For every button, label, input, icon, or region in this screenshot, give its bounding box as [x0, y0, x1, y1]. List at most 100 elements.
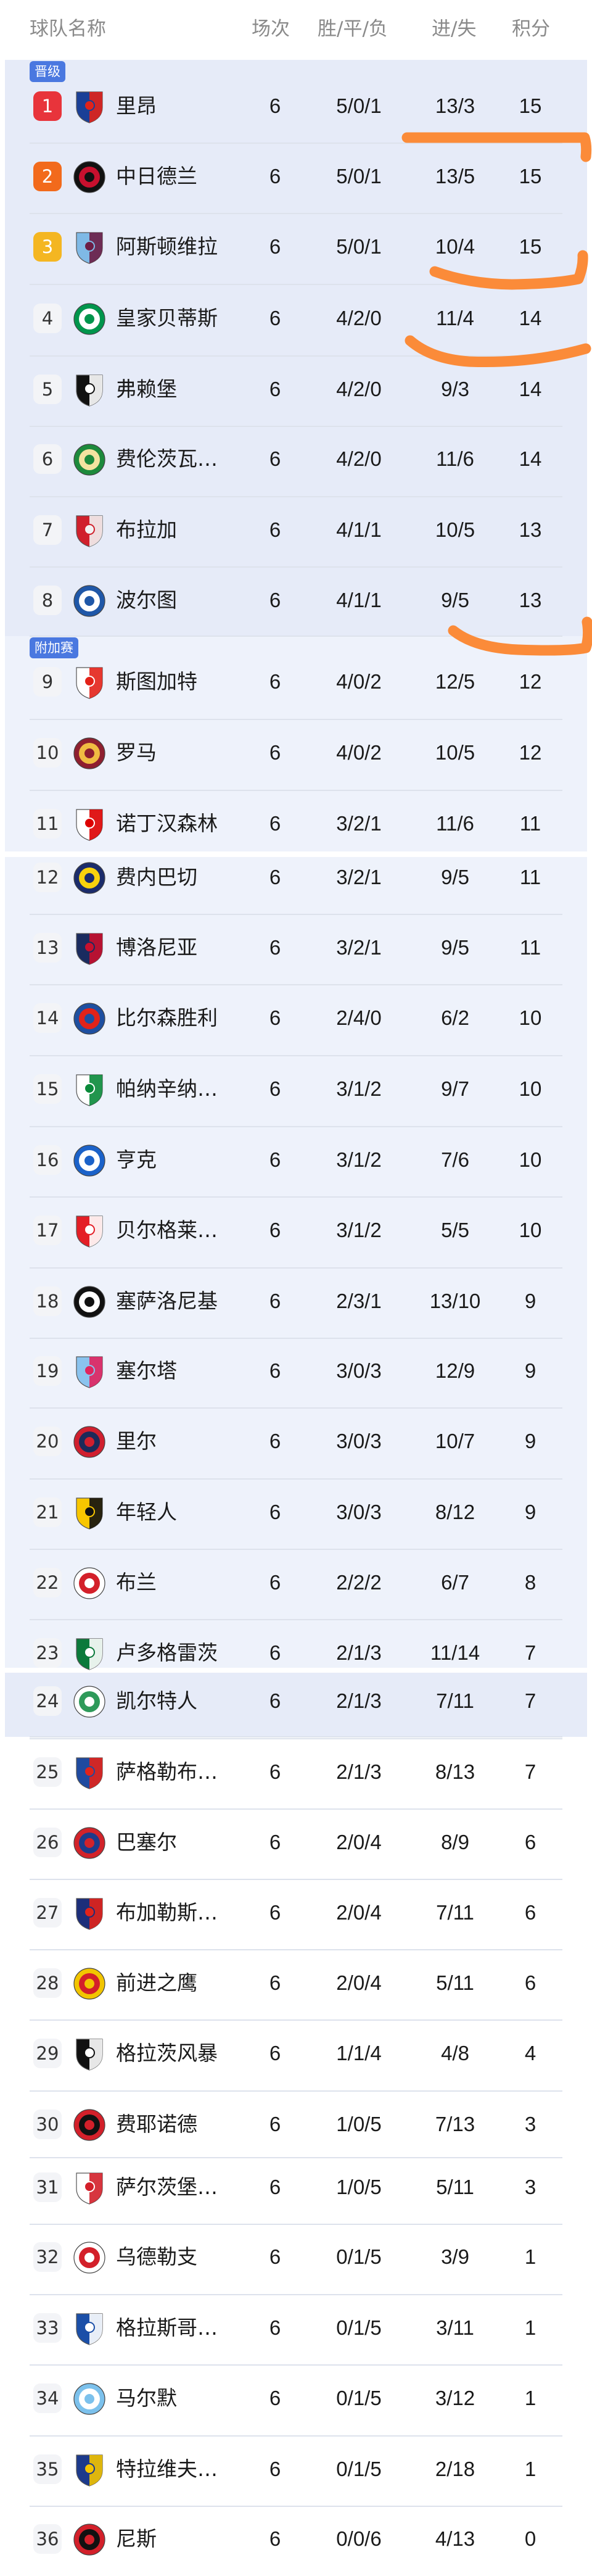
- table-row[interactable]: 3 阿斯顿维拉 6 5/0/1 10/4 15: [0, 216, 592, 278]
- team-name[interactable]: 巴塞尔: [116, 1830, 177, 1854]
- played: 6: [269, 1571, 281, 1594]
- row-divider: [30, 914, 562, 915]
- team-name[interactable]: 里尔: [116, 1429, 157, 1453]
- team-name[interactable]: 皇家贝蒂斯: [116, 306, 218, 330]
- table-row[interactable]: 17 贝尔格莱… 6 3/1/2 5/5 10: [0, 1199, 592, 1261]
- team-name[interactable]: 格拉茨风暴: [116, 2041, 218, 2065]
- header-wdl: 胜/平/负: [318, 18, 388, 40]
- team-logo-icon: [76, 809, 103, 841]
- table-row[interactable]: 18 塞萨洛尼基 6 2/3/1 13/10 9: [0, 1270, 592, 1332]
- row-divider: [30, 2435, 562, 2437]
- table-row[interactable]: 30 费耶诺德 6 1/0/5 7/13 3: [0, 2094, 592, 2155]
- table-row[interactable]: 32 乌德勒支 6 0/1/5 3/9 1: [0, 2226, 592, 2288]
- team-name[interactable]: 里昂: [116, 94, 157, 118]
- team-name[interactable]: 亨克: [116, 1148, 157, 1172]
- row-divider: [30, 1619, 562, 1620]
- table-row[interactable]: 13 博洛尼亚 6 3/2/1 9/5 11: [0, 917, 592, 979]
- team-name[interactable]: 布拉加: [116, 518, 177, 542]
- goals-for-against: 12/5: [435, 670, 475, 693]
- points: 15: [519, 235, 542, 258]
- goals-for-against: 7/11: [436, 1689, 474, 1712]
- rank-badge: 7: [33, 515, 62, 545]
- team-name[interactable]: 阿斯顿维拉: [116, 234, 218, 259]
- team-name[interactable]: 罗马: [116, 740, 157, 764]
- played: 6: [269, 866, 281, 888]
- table-row[interactable]: 25 萨格勒布… 6 2/1/3 8/13 7: [0, 1741, 592, 1803]
- team-name[interactable]: 斯图加特: [116, 669, 197, 694]
- table-row[interactable]: 31 萨尔茨堡… 6 1/0/5 5/11 3: [0, 2156, 592, 2218]
- team-name[interactable]: 尼斯: [116, 2527, 157, 2551]
- team-name[interactable]: 年轻人: [116, 1500, 177, 1524]
- table-row[interactable]: 1 里昂 6 5/0/1 13/3 15: [0, 75, 592, 137]
- team-name[interactable]: 比尔森胜利: [116, 1006, 218, 1030]
- table-row[interactable]: 10 罗马 6 4/0/2 10/5 12: [0, 722, 592, 784]
- table-row[interactable]: 16 亨克 6 3/1/2 7/6 10: [0, 1129, 592, 1191]
- table-row[interactable]: 33 格拉斯哥… 6 0/1/5 3/11 1: [0, 2297, 592, 2359]
- team-name[interactable]: 塞尔塔: [116, 1359, 177, 1383]
- played: 6: [269, 2176, 281, 2198]
- goals-for-against: 5/5: [441, 1219, 469, 1241]
- table-row[interactable]: 28 前进之鹰 6 2/0/4 5/11 6: [0, 1952, 592, 2014]
- goals-for-against: 11/6: [436, 447, 474, 470]
- table-row[interactable]: 26 巴塞尔 6 2/0/4 8/9 6: [0, 1812, 592, 1873]
- table-row[interactable]: 36 尼斯 6 0/0/6 4/13 0: [0, 2508, 592, 2570]
- row-divider: [30, 2364, 562, 2366]
- table-row[interactable]: 11 诺丁汉森林 6 3/2/1 11/6 11: [0, 793, 592, 855]
- table-row[interactable]: 19 塞尔塔 6 3/0/3 12/9 9: [0, 1340, 592, 1402]
- points: 9: [524, 1290, 536, 1312]
- team-name[interactable]: 布兰: [116, 1570, 157, 1594]
- team-name[interactable]: 马尔默: [116, 2386, 177, 2410]
- rank-badge: 2: [33, 162, 62, 191]
- table-row[interactable]: 21 年轻人 6 3/0/3 8/12 9: [0, 1481, 592, 1543]
- table-row[interactable]: 14 比尔森胜利 6 2/4/0 6/2 10: [0, 987, 592, 1049]
- team-logo-icon: [73, 2109, 105, 2141]
- points: 9: [524, 1359, 536, 1382]
- team-name[interactable]: 萨格勒布…: [116, 1760, 218, 1784]
- team-name[interactable]: 布加勒斯…: [116, 1900, 218, 1924]
- team-name[interactable]: 费耶诺德: [116, 2112, 197, 2136]
- team-name[interactable]: 萨尔茨堡…: [116, 2175, 218, 2199]
- team-name[interactable]: 诺丁汉森林: [116, 811, 218, 835]
- table-row[interactable]: 24 凯尔特人 6 2/1/3 7/11 7: [0, 1670, 592, 1732]
- team-name[interactable]: 塞萨洛尼基: [116, 1289, 218, 1313]
- table-row[interactable]: 2 中日德兰 6 5/0/1 13/5 15: [0, 146, 592, 207]
- played: 6: [269, 741, 281, 764]
- table-row[interactable]: 29 格拉茨风暴 6 1/1/4 4/8 4: [0, 2023, 592, 2084]
- table-row[interactable]: 34 马尔默 6 0/1/5 3/12 1: [0, 2367, 592, 2429]
- team-name[interactable]: 波尔图: [116, 588, 177, 612]
- table-row[interactable]: 15 帕纳辛纳… 6 3/1/2 9/7 10: [0, 1058, 592, 1120]
- team-name[interactable]: 贝尔格莱…: [116, 1218, 218, 1242]
- team-name[interactable]: 卢多格雷茨: [116, 1641, 218, 1665]
- team-name[interactable]: 博洛尼亚: [116, 935, 197, 959]
- table-row[interactable]: 23 卢多格雷茨 6 2/1/3 11/14 7: [0, 1622, 592, 1684]
- team-name[interactable]: 特拉维夫…: [116, 2457, 218, 2481]
- table-row[interactable]: 5 弗赖堡 6 4/2/0 9/3 14: [0, 358, 592, 420]
- table-row[interactable]: 35 特拉维夫… 6 0/1/5 2/18 1: [0, 2438, 592, 2500]
- table-row[interactable]: 7 布拉加 6 4/1/1 10/5 13: [0, 499, 592, 561]
- team-name[interactable]: 帕纳辛纳…: [116, 1077, 218, 1101]
- table-row[interactable]: 4 皇家贝蒂斯 6 4/2/0 11/4 14: [0, 288, 592, 349]
- team-name[interactable]: 费内巴切: [116, 865, 197, 889]
- team-name[interactable]: 弗赖堡: [116, 377, 177, 401]
- rank-badge: 6: [33, 444, 62, 474]
- team-name[interactable]: 费伦茨瓦…: [116, 447, 218, 471]
- team-name[interactable]: 前进之鹰: [116, 1971, 197, 1995]
- table-row[interactable]: 20 里尔 6 3/0/3 10/7 9: [0, 1410, 592, 1472]
- header-points: 积分: [512, 18, 550, 40]
- team-name[interactable]: 凯尔特人: [116, 1689, 197, 1713]
- played: 6: [269, 2042, 281, 2065]
- team-name[interactable]: 中日德兰: [116, 164, 197, 188]
- points: 0: [524, 2527, 536, 2550]
- table-row[interactable]: 27 布加勒斯… 6 2/0/4 7/11 6: [0, 1882, 592, 1944]
- table-row[interactable]: 8 波尔图 6 4/1/1 9/5 13: [0, 569, 592, 631]
- points: 15: [519, 94, 542, 117]
- team-name[interactable]: 格拉斯哥…: [116, 2316, 218, 2340]
- team-name[interactable]: 乌德勒支: [116, 2245, 197, 2269]
- row-divider: [30, 1267, 562, 1269]
- table-row[interactable]: 6 费伦茨瓦… 6 4/2/0 11/6 14: [0, 428, 592, 490]
- table-row[interactable]: 22 布兰 6 2/2/2 6/7 8: [0, 1552, 592, 1613]
- table-row[interactable]: 9 斯图加特 6 4/0/2 12/5 12: [0, 651, 592, 713]
- win-draw-loss: 4/2/0: [336, 447, 382, 470]
- rank-badge: 4: [33, 304, 62, 333]
- table-row[interactable]: 12 费内巴切 6 3/2/1 9/5 11: [0, 847, 592, 908]
